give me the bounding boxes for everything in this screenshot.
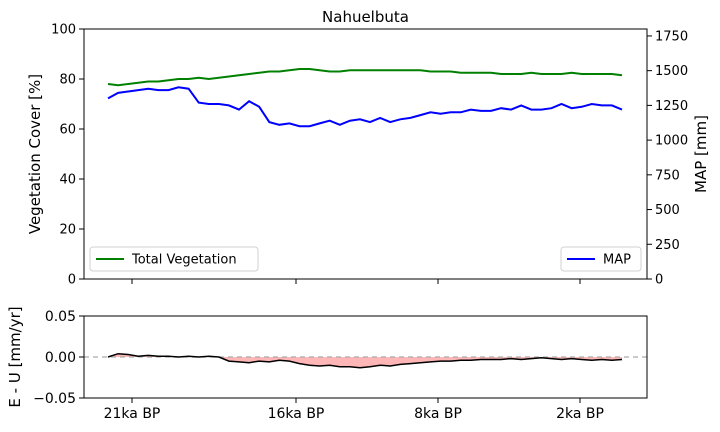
y-tick-label-left: 60 xyxy=(59,123,76,138)
y-tick-label-left: 20 xyxy=(59,223,76,238)
y-tick-label-right: 250 xyxy=(655,238,680,253)
y-tick-label-right: 0 xyxy=(655,273,663,288)
top-x-axis xyxy=(131,279,581,284)
series-line-e-minus-u xyxy=(107,352,623,369)
y-tick-label-bottom: 0.05 xyxy=(45,309,76,325)
top-plot-frame xyxy=(83,28,648,280)
y-tick-label-right: 1750 xyxy=(655,29,688,44)
bottom-panel: −0.05 0.00 0.05 21ka BP 16ka BP 8ka BP 2ka BP… xyxy=(6,306,648,422)
legend-box xyxy=(560,246,642,272)
legend-map: MAP xyxy=(560,246,642,272)
y-axis-label-left: Vegetation Cover [%] xyxy=(26,74,44,234)
y-tick-label-right: 750 xyxy=(655,168,680,183)
y-tick-label-right: 1500 xyxy=(655,64,688,79)
series-line-map xyxy=(107,86,623,128)
top-left-axis: 0 20 40 60 80 100 xyxy=(51,23,84,288)
x-tick-label: 21ka BP xyxy=(104,406,161,422)
bottom-x-axis: 21ka BP 16ka BP 8ka BP 2ka BP xyxy=(104,398,604,422)
y-tick-label-left: 80 xyxy=(59,73,76,88)
x-tick-label: 2ka BP xyxy=(556,406,604,422)
x-tick-label: 8ka BP xyxy=(414,406,462,422)
bottom-y-axis: −0.05 0.00 0.05 xyxy=(33,309,84,407)
y-tick-label-left: 100 xyxy=(51,23,76,38)
y-tick-label-bottom: −0.05 xyxy=(33,391,76,407)
y-tick-label-right: 500 xyxy=(655,203,680,218)
series-line-total-vegetation xyxy=(107,68,623,87)
legend-label-total-vegetation: Total Vegetation xyxy=(131,253,237,268)
y-tick-label-right: 1250 xyxy=(655,99,688,114)
y-tick-label-right: 1000 xyxy=(655,134,688,149)
bottom-y-axis-label: E - U [mm/yr] xyxy=(6,306,24,407)
x-tick-label: 16ka BP xyxy=(268,406,325,422)
chart-title: Nahuelbuta xyxy=(322,8,409,26)
legend-box xyxy=(89,246,259,272)
y-tick-label-bottom: 0.00 xyxy=(45,350,76,366)
y-tick-label-left: 40 xyxy=(59,173,76,188)
top-right-axis: 0 250 500 750 1000 1250 1500 1750 xyxy=(647,29,688,288)
y-tick-label-left: 0 xyxy=(68,273,76,288)
legend-label-map: MAP xyxy=(603,253,631,268)
legend-total-vegetation: Total Vegetation xyxy=(89,246,259,272)
y-axis-label-right: MAP [mm] xyxy=(692,115,710,193)
